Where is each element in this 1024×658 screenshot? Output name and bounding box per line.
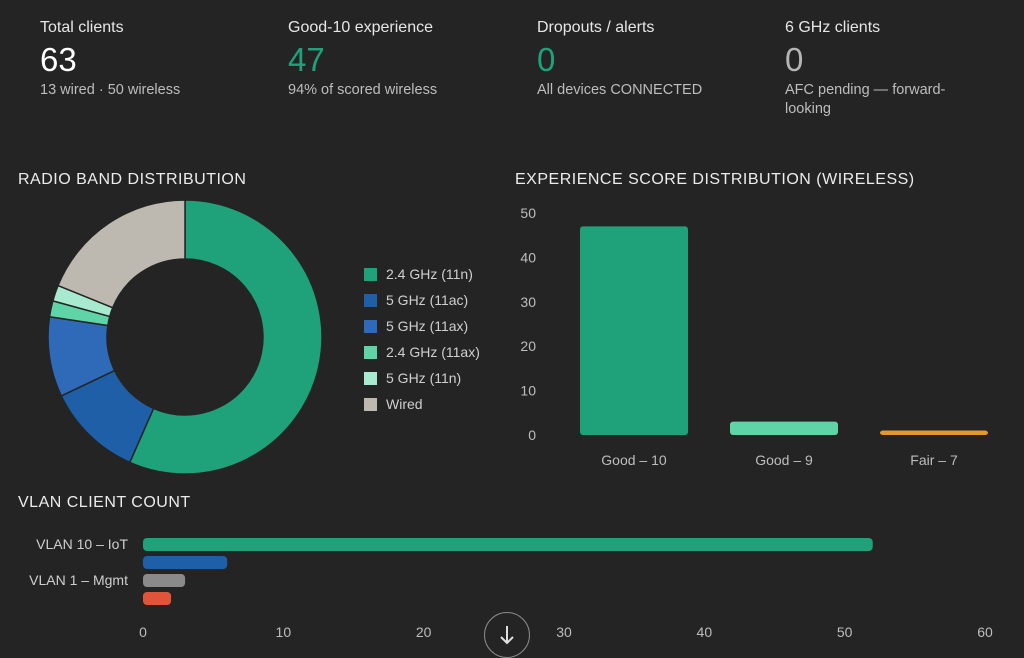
vlan-bar — [143, 538, 873, 551]
legend-swatch — [364, 293, 377, 307]
legend-item: 5 GHz (11n) — [364, 365, 480, 391]
legend-label: 5 GHz (11ac) — [386, 292, 469, 308]
vlan-client-count-bar-chart: VLAN 10 – IoT VLAN 1 – Mgmt 0 10 20 30 40 50 60 — [29, 536, 993, 640]
x-tick-label: 10 — [276, 624, 292, 640]
experience-bar — [880, 430, 988, 435]
kpi-subtext: 13 wired · 50 wireless — [40, 82, 181, 98]
kpi-good-experience: Good-10 experience 47 94% of scored wire… — [288, 18, 508, 100]
x-tick-label: Good – 9 — [755, 452, 813, 468]
y-tick-label: 0 — [528, 427, 536, 443]
x-tick-label: 50 — [837, 624, 853, 640]
legend-item: 2.4 GHz (11ax) — [364, 339, 480, 365]
kpi-total-clients: Total clients 63 13 wired · 50 wireless — [40, 18, 260, 100]
y-tick-label: 40 — [520, 249, 536, 265]
kpi-subtext: AFC pending — forward-looking — [785, 82, 946, 117]
experience-bar — [730, 421, 838, 435]
donut-slice — [128, 199, 323, 475]
kpi-value: 0 — [537, 41, 556, 78]
arrow-down-icon — [500, 626, 514, 645]
radio-band-donut-chart — [47, 199, 323, 475]
legend-swatch — [364, 345, 377, 359]
radio-band-title: RADIO BAND DISTRIBUTION — [18, 171, 247, 188]
kpi-dropouts-alerts: Dropouts / alerts 0 All devices CONNECTE… — [537, 18, 757, 100]
legend-swatch — [364, 319, 377, 333]
x-tick-label: 40 — [697, 624, 713, 640]
x-tick-label: 20 — [416, 624, 432, 640]
legend-label: 2.4 GHz (11ax) — [386, 344, 480, 360]
legend-item: 5 GHz (11ax) — [364, 313, 480, 339]
legend-swatch — [364, 397, 377, 411]
y-tick-label: VLAN 10 – IoT — [36, 536, 128, 552]
legend-swatch — [364, 267, 377, 281]
y-tick-label: 50 — [520, 205, 536, 221]
vlan-bar — [143, 556, 228, 569]
experience-score-bar-chart: 0 10 20 30 40 50 Good – 10 Good – 9 Fair – 7 — [520, 205, 988, 468]
donut-slice — [57, 199, 186, 309]
legend-label: Wired — [386, 396, 423, 412]
legend-label: 5 GHz (11n) — [386, 370, 462, 386]
y-tick-label: 20 — [520, 338, 536, 354]
scroll-down-button[interactable] — [484, 612, 530, 658]
y-tick-label: 10 — [520, 383, 536, 399]
y-tick-label: VLAN 1 – Mgmt — [29, 572, 128, 588]
experience-bar — [580, 226, 688, 435]
experience-score-title: EXPERIENCE SCORE DISTRIBUTION (WIRELESS) — [515, 171, 915, 188]
vlan-bar — [143, 592, 172, 605]
kpi-value: 63 — [40, 41, 77, 78]
legend-label: 2.4 GHz (11n) — [386, 266, 473, 282]
kpi-value: 47 — [288, 41, 325, 78]
legend-label: 5 GHz (11ax) — [386, 318, 469, 334]
legend-item: 5 GHz (11ac) — [364, 287, 480, 313]
kpi-label: Dropouts / alerts — [537, 19, 655, 36]
legend-swatch — [364, 371, 377, 385]
kpi-label: Total clients — [40, 19, 124, 36]
x-tick-label: 30 — [556, 624, 572, 640]
legend-item: Wired — [364, 391, 480, 417]
x-tick-label: 60 — [977, 624, 993, 640]
kpi-subtext: 94% of scored wireless — [288, 82, 438, 98]
radio-band-legend: 2.4 GHz (11n) 5 GHz (11ac) 5 GHz (11ax) 2.4… — [364, 261, 480, 417]
x-tick-label: Fair – 7 — [910, 452, 958, 468]
kpi-label: Good-10 experience — [288, 19, 433, 36]
kpi-subtext: All devices CONNECTED — [537, 82, 703, 98]
legend-item: 2.4 GHz (11n) — [364, 261, 480, 287]
kpi-value: 0 — [785, 41, 804, 78]
kpi-6ghz-clients: 6 GHz clients 0 AFC pending — forward-lo… — [785, 18, 985, 119]
y-tick-label: 30 — [520, 294, 536, 310]
vlan-count-title: VLAN CLIENT COUNT — [18, 494, 191, 511]
x-tick-label: Good – 10 — [601, 452, 667, 468]
x-tick-label: 0 — [139, 624, 147, 640]
kpi-label: 6 GHz clients — [785, 19, 881, 36]
vlan-bar — [143, 574, 186, 587]
